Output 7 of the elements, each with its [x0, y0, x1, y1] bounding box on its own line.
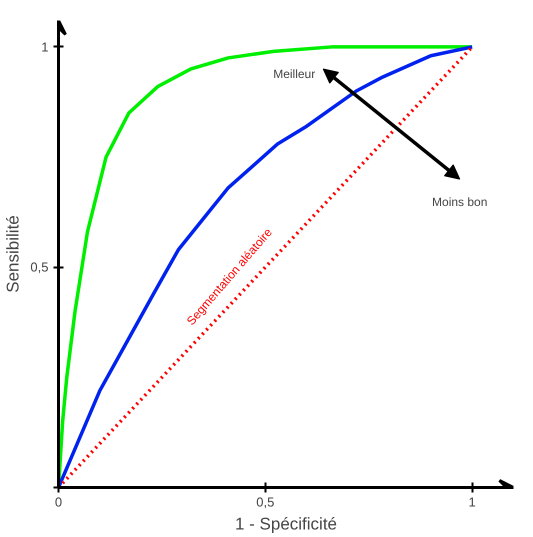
x-axis-title: 1 - Spécificité — [234, 514, 338, 534]
annotation: Moins bon — [432, 195, 488, 210]
annotation: Meilleur — [273, 66, 316, 81]
x-tick-label: 0 — [54, 494, 62, 510]
x-tick-label: 0,5 — [256, 494, 274, 510]
y-axis-title: Sensibilité — [3, 215, 22, 293]
x-tick-label: 1 — [468, 494, 476, 510]
